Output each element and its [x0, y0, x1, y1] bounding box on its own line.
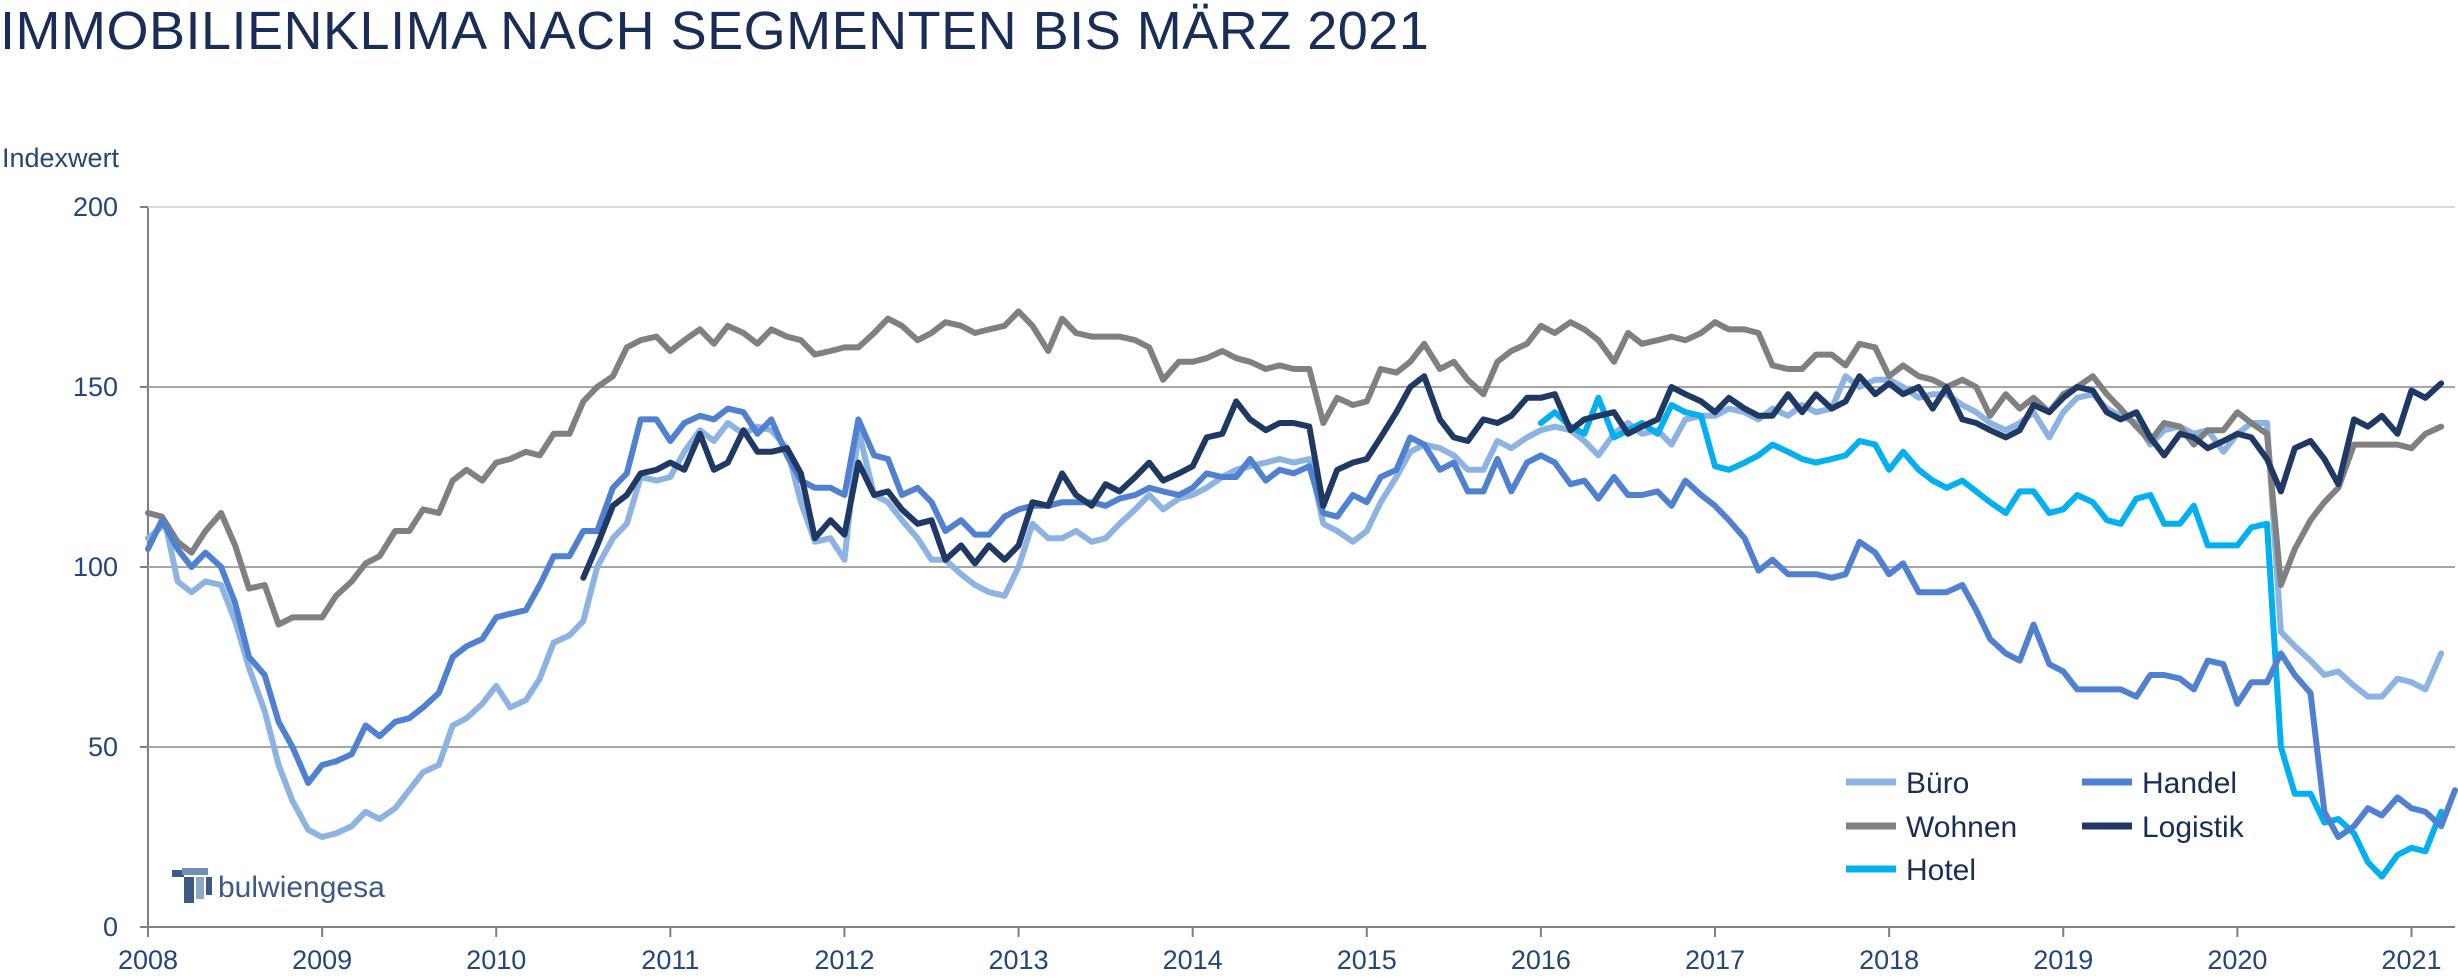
legend-label: Wohnen [1906, 811, 2017, 844]
x-axis-ticks: 2008 2009 2010 2011 2012 2013 2014 2015 2016 2017… [118, 927, 2442, 975]
x-tick-label: 2013 [989, 945, 1049, 975]
x-tick-label: 2015 [1337, 945, 1397, 975]
x-tick-label: 2011 [641, 945, 699, 975]
bulwiengesa-logo: bulwiengesa [172, 868, 385, 904]
series-line-hotel [1537, 394, 2445, 880]
series-line-handel [145, 405, 2458, 840]
series-lines [145, 308, 2458, 880]
y-axis-label: Indexwert [2, 143, 120, 173]
x-tick-label: 2012 [814, 945, 874, 975]
y-tick-label: 50 [88, 732, 118, 762]
series-line-bro [145, 373, 2445, 840]
x-tick-label: 2010 [466, 945, 526, 975]
y-tick-label: 0 [103, 912, 118, 942]
logo-mark-icon [172, 868, 212, 903]
x-tick-label: 2008 [118, 945, 178, 975]
chart-title: IMMOBILIENKLIMA NACH SEGMENTEN BIS MÄRZ … [0, 1, 1430, 61]
x-tick-label: 2009 [292, 945, 352, 975]
grid-lines [147, 206, 2455, 928]
x-tick-label: 2020 [2207, 945, 2267, 975]
y-tick-label: 150 [73, 372, 118, 402]
x-tick-label: 2016 [1511, 945, 1571, 975]
x-tick-label: 2021 [2381, 945, 2441, 975]
y-axis-ticks: 0 50 100 150 200 [73, 192, 148, 942]
x-tick-label: 2018 [1859, 945, 1919, 975]
legend-label: Hotel [1906, 854, 1976, 887]
series-line-wohnen [145, 308, 2445, 628]
logo-text: bulwiengesa [218, 871, 385, 904]
y-tick-label: 200 [73, 192, 118, 222]
series-line-logistik [580, 373, 2445, 581]
legend-label: Logistik [2142, 811, 2245, 844]
x-tick-label: 2014 [1163, 945, 1223, 975]
x-tick-label: 2019 [2033, 945, 2093, 975]
x-tick-label: 2017 [1685, 945, 1745, 975]
y-tick-label: 100 [73, 552, 118, 582]
legend-label: Büro [1906, 767, 1969, 800]
legend-label: Handel [2142, 767, 2237, 800]
legend: Büro Handel Wohnen Logistik Hotel [1846, 767, 2245, 887]
